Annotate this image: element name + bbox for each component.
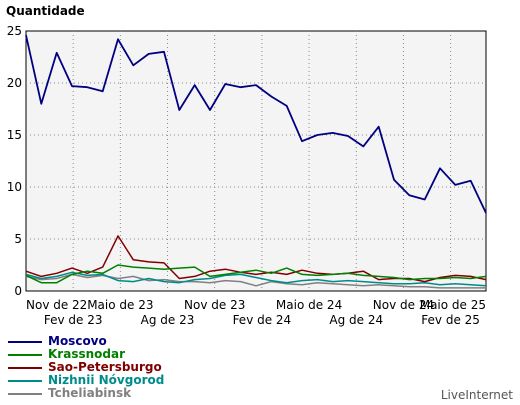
x-tick-label: Ag de 24 <box>329 313 383 327</box>
legend-swatch <box>8 380 42 382</box>
series-line <box>25 273 486 289</box>
legend-swatch <box>8 393 42 395</box>
series-line <box>25 264 487 284</box>
x-axis: Nov de 22 Maio de 23 Nov de 23 Maio de 24 No… <box>26 298 486 327</box>
series-lines <box>25 35 487 289</box>
y-tick-label: 15 <box>7 128 22 142</box>
y-tick-label: 25 <box>7 24 22 38</box>
series-line <box>25 235 487 283</box>
y-tick-label: 20 <box>7 76 22 90</box>
x-tick-label: Nov de 24 <box>373 298 434 312</box>
x-tick-label: Nov de 22 <box>26 298 87 312</box>
legend-swatch <box>8 341 42 343</box>
plot-area <box>25 30 487 292</box>
legend-swatch <box>8 367 42 369</box>
series-line <box>25 35 487 214</box>
legend-swatch <box>8 354 42 356</box>
y-tick-label: 10 <box>7 180 22 194</box>
x-tick-label: Maio de 25 <box>420 298 486 312</box>
grid <box>26 31 486 291</box>
y-tick-label: 5 <box>14 232 22 246</box>
legend-label: Tcheliabinsk <box>48 386 132 400</box>
x-tick-label: Ag de 23 <box>141 313 195 327</box>
x-tick-label: Maio de 24 <box>276 298 342 312</box>
legend-label: Sao-Petersburgo <box>48 360 162 374</box>
x-tick-label: Maio de 23 <box>87 298 153 312</box>
credit-text: LiveInternet <box>440 388 513 402</box>
y-axis-label: Quantidade <box>6 4 85 18</box>
legend-label: Moscovo <box>48 334 107 348</box>
x-tick-label: Fev de 25 <box>421 313 480 327</box>
x-tick-label: Fev de 23 <box>44 313 103 327</box>
x-tick-label: Fev de 24 <box>233 313 292 327</box>
series-line <box>25 271 487 287</box>
legend-label: Nizhnii Nóvgorod <box>48 373 165 387</box>
legend-label: Krassnodar <box>48 347 125 361</box>
y-axis: 0 5 10 15 20 25 <box>7 24 22 298</box>
x-tick-label: Nov de 23 <box>184 298 245 312</box>
y-tick-label: 0 <box>14 284 22 298</box>
